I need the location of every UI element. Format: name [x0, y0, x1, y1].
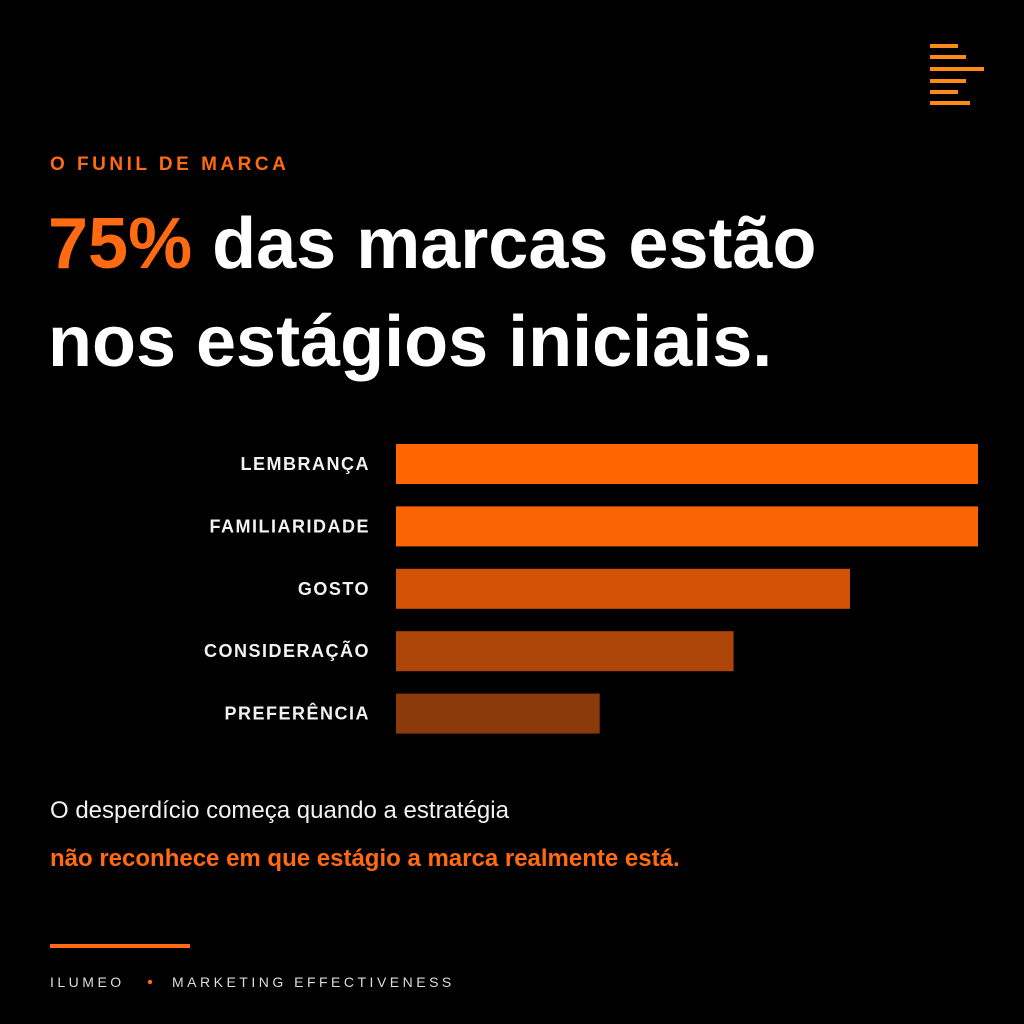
bar: [396, 506, 978, 547]
bar: [396, 444, 978, 484]
footer-brand: ILUMEO: [50, 974, 125, 990]
logo-bar: [930, 101, 970, 105]
bar: [396, 568, 850, 609]
logo-bar: [930, 79, 966, 83]
headline-highlight: 75%: [48, 204, 192, 284]
logo-bar: [930, 67, 984, 71]
headline-line: 75% das marcas estão: [48, 204, 817, 284]
category-label: FAMILIARIDADE: [210, 516, 371, 536]
kicker: O FUNIL DE MARCA: [50, 154, 289, 175]
body-highlight: não reconhece em que estágio a marca rea…: [50, 845, 680, 872]
category-label: CONSIDERAÇÃO: [204, 640, 370, 661]
footer-dot: [147, 979, 153, 985]
category-label: LEMBRANÇA: [241, 454, 371, 474]
headline-text: das marcas estão: [212, 204, 816, 284]
logo: [930, 44, 984, 105]
headline-line: nos estágios iniciais.: [48, 302, 772, 382]
bar: [396, 693, 600, 734]
bar: [396, 631, 734, 672]
logo-bar: [930, 55, 966, 59]
logo-bar: [930, 90, 958, 94]
body-text: O desperdício começa quando a estratégia: [50, 797, 510, 824]
funnel-chart: LEMBRANÇA FAMILIARIDADE GOSTO CONSIDERAÇÃO P…: [204, 444, 978, 734]
footer-rule: [50, 944, 190, 948]
logo-bar: [930, 44, 958, 48]
category-label: GOSTO: [298, 579, 370, 599]
category-label: PREFERÊNCIA: [224, 703, 370, 724]
footer-tagline: MARKETING EFFECTIVENESS: [172, 974, 455, 990]
